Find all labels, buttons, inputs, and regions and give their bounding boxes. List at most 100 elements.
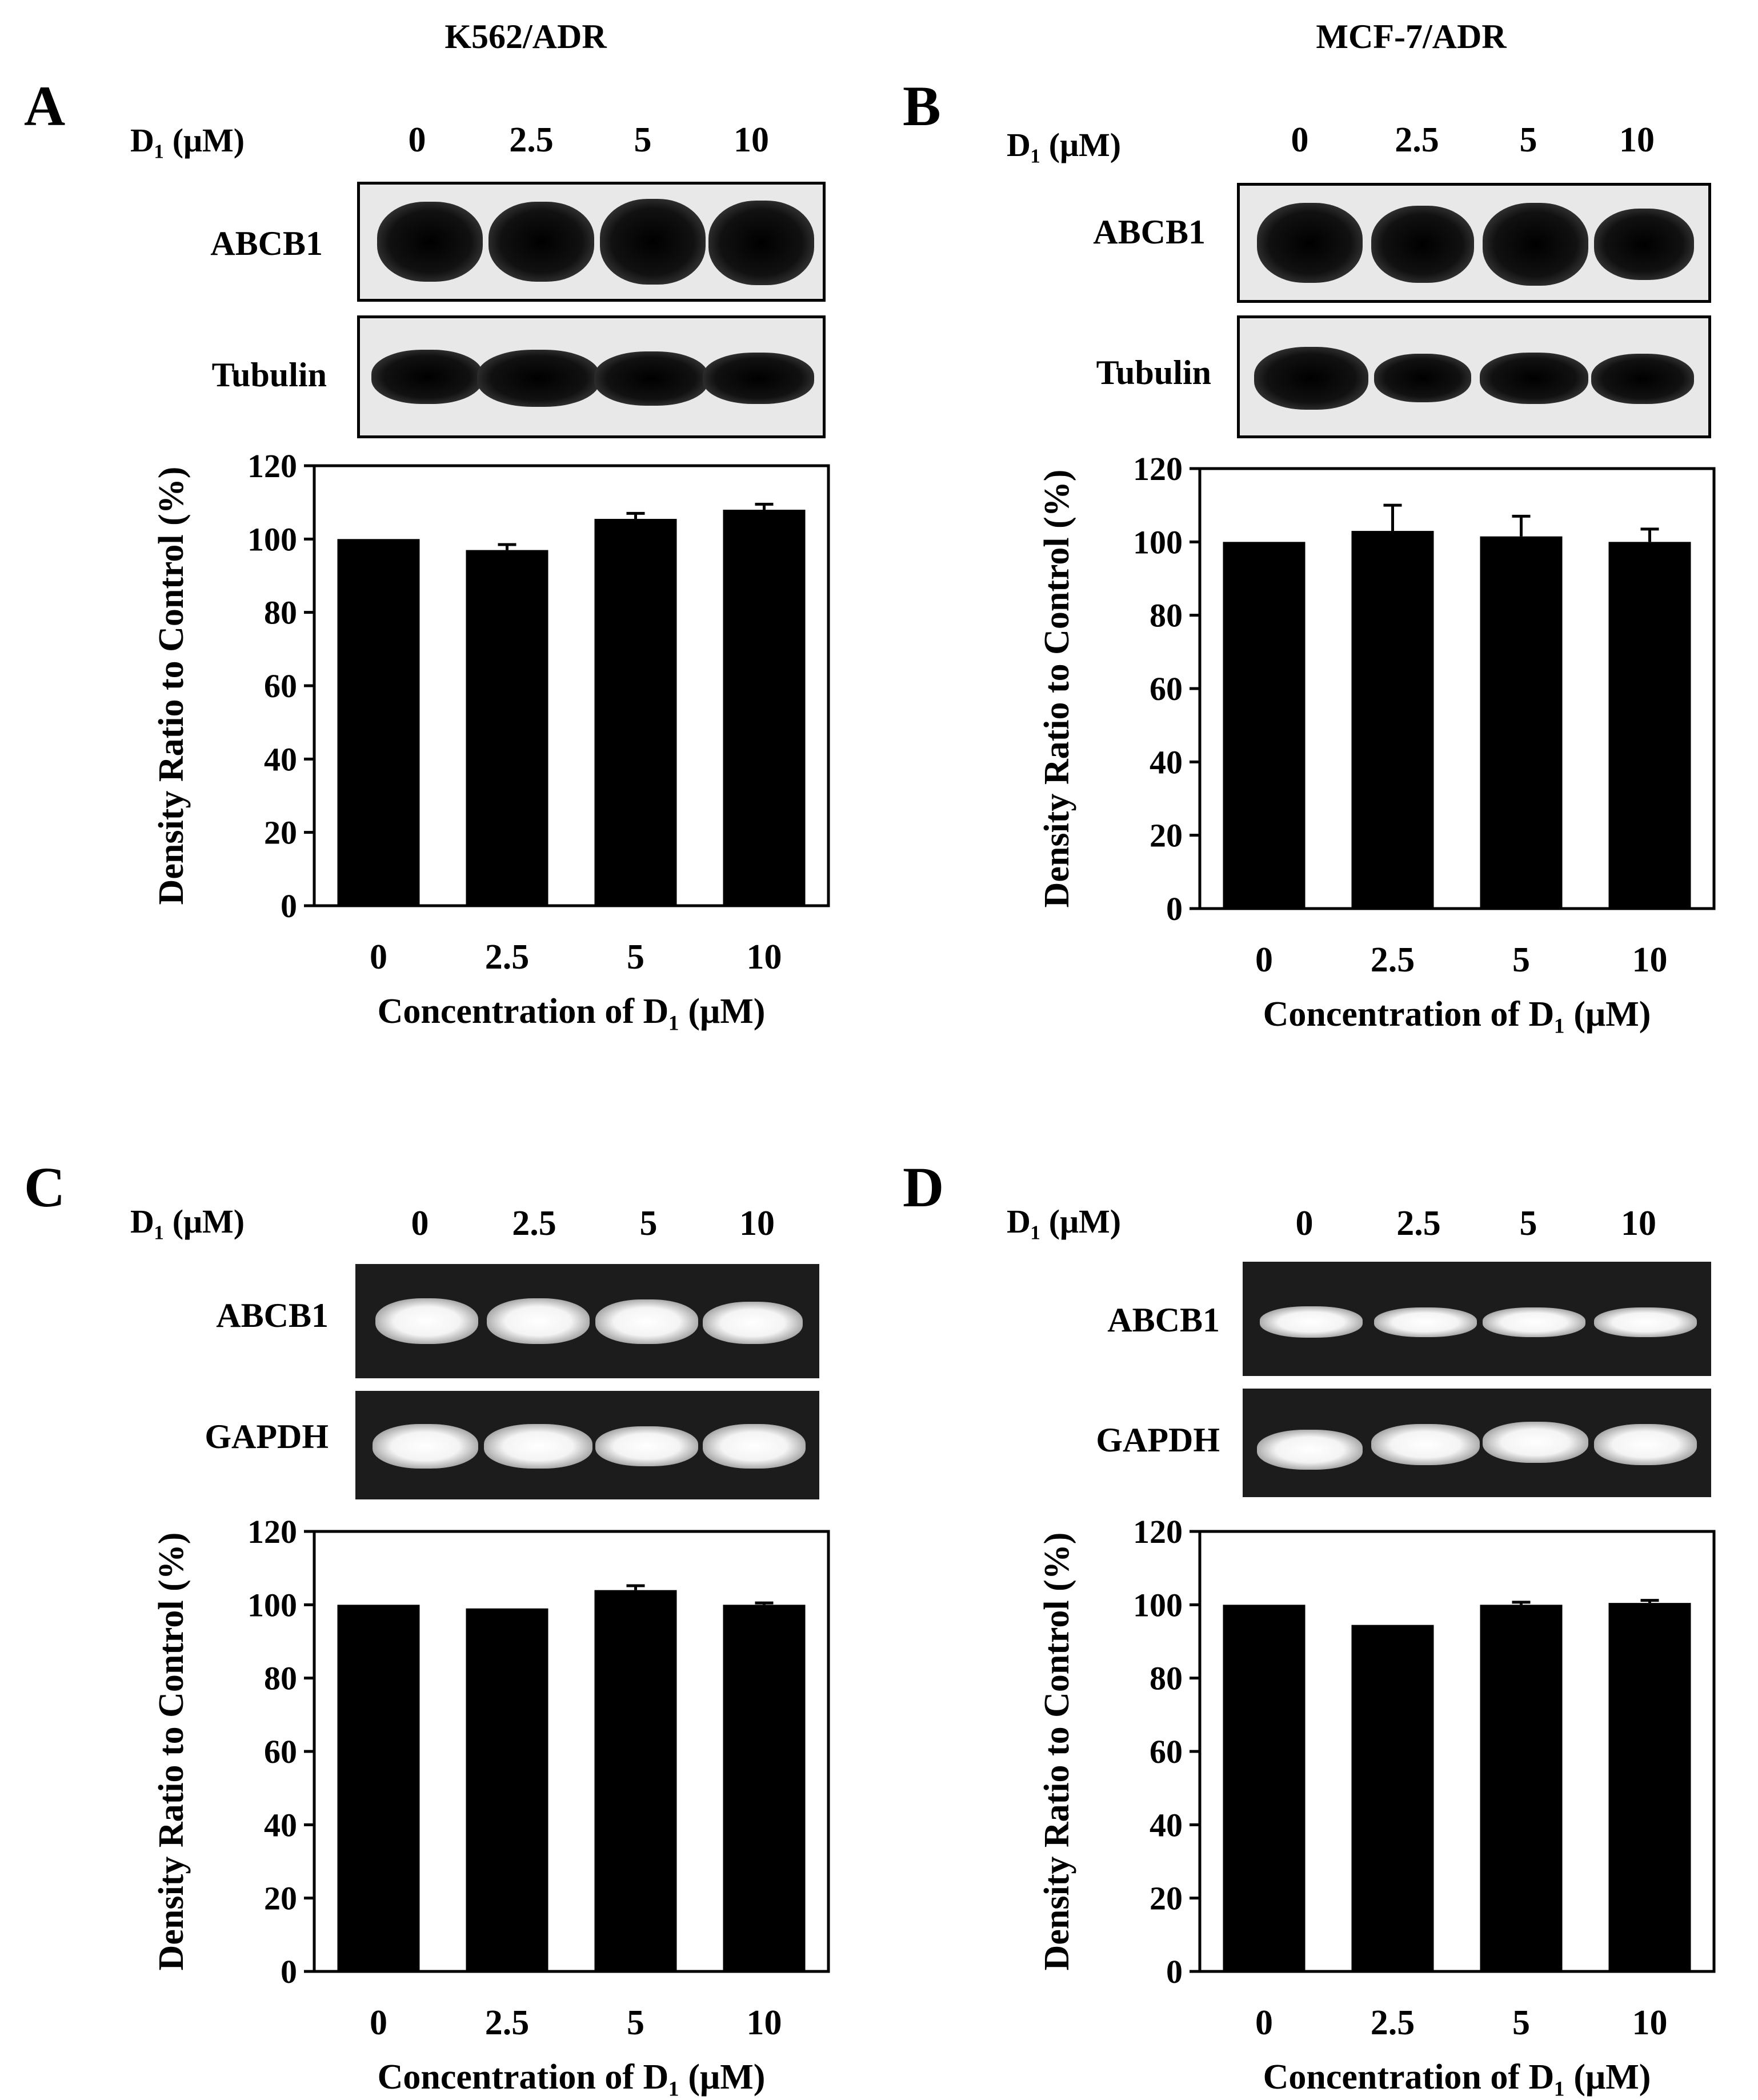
- y-tick-label: 60: [264, 1733, 297, 1770]
- western-blot-control-b: [1237, 315, 1711, 438]
- bar: [594, 519, 677, 906]
- y-tick-label: 0: [1166, 1953, 1183, 1990]
- lane-label-d-0: 0: [1295, 1204, 1314, 1243]
- lane-label-a-3: 10: [734, 121, 769, 159]
- y-tick-label: 40: [264, 741, 297, 778]
- y-tick-label: 40: [1150, 743, 1183, 781]
- lane-label-d-2: 5: [1519, 1204, 1537, 1243]
- y-tick-label: 60: [1150, 1733, 1183, 1770]
- dose-label-d: D₁ (μM): [1007, 1203, 1122, 1240]
- band: [1594, 1424, 1697, 1465]
- band: [1594, 209, 1694, 280]
- bar: [466, 550, 548, 906]
- bar: [1351, 531, 1434, 909]
- band: [595, 1299, 698, 1344]
- y-tick-label: 100: [247, 521, 297, 558]
- blot-label-target-b: ABCB1: [1093, 213, 1206, 251]
- dose-label-a: D₁ (μM): [130, 122, 245, 159]
- band: [703, 353, 814, 404]
- western-blot-target-a: [357, 182, 826, 302]
- pcr-gel-control-d: [1243, 1389, 1711, 1497]
- x-tick-label: 10: [1632, 2003, 1668, 2042]
- x-tick-label: 2.5: [1371, 941, 1415, 979]
- y-tick-label: 80: [1150, 1660, 1183, 1697]
- y-tick-label: 120: [247, 447, 297, 485]
- lane-label-a-0: 0: [408, 121, 426, 159]
- x-tick-label: 0: [370, 938, 387, 977]
- x-tick-label: 0: [370, 2003, 387, 2042]
- dose-label-b: D₁ (μM): [1007, 126, 1122, 163]
- band: [1257, 1430, 1363, 1470]
- x-tick-label: 5: [627, 2003, 644, 2042]
- bar: [723, 510, 806, 906]
- gel-label-target-d: ABCB1: [1107, 1301, 1220, 1339]
- y-axis-title: Density Ratio to Control (%): [152, 1533, 191, 1971]
- x-tick-label: 10: [747, 938, 782, 977]
- x-tick-label: 0: [1255, 941, 1273, 979]
- pcr-gel-target-c: [355, 1264, 819, 1378]
- band: [1260, 1306, 1363, 1338]
- gel-label-target-c: ABCB1: [216, 1297, 329, 1334]
- y-tick-label: 0: [281, 1953, 297, 1990]
- x-tick-label: 2.5: [1371, 2003, 1415, 2042]
- lane-label-d-3: 10: [1621, 1204, 1656, 1243]
- lane-label-a-2: 5: [634, 121, 652, 159]
- y-tick-label: 60: [1150, 670, 1183, 707]
- y-tick-label: 20: [264, 814, 297, 851]
- dose-label-c: D₁ (μM): [130, 1203, 245, 1240]
- band: [1594, 1307, 1697, 1337]
- western-blot-target-b: [1237, 183, 1711, 303]
- band: [1371, 1424, 1480, 1465]
- x-tick-label: 5: [627, 938, 644, 977]
- y-tick-label: 20: [1150, 1880, 1183, 1917]
- panel-letter-d: D: [903, 1155, 944, 1219]
- x-tick-label: 2.5: [485, 938, 530, 977]
- lane-label-c-2: 5: [639, 1204, 658, 1243]
- band: [484, 1424, 592, 1469]
- panel-letter-b: B: [903, 74, 941, 138]
- bar: [1608, 542, 1691, 909]
- x-axis-title: Concentration of D₁ (μM): [378, 2058, 766, 2097]
- band: [1374, 354, 1471, 402]
- y-axis-title: Density Ratio to Control (%): [152, 467, 191, 905]
- gel-label-control-d: GAPDH: [1096, 1421, 1220, 1459]
- band: [703, 1424, 806, 1469]
- x-axis-title: Concentration of D₁ (μM): [1263, 995, 1651, 1034]
- band: [1374, 1307, 1477, 1337]
- y-tick-label: 20: [1150, 817, 1183, 854]
- bar: [594, 1590, 677, 1971]
- band: [1371, 206, 1474, 283]
- pcr-gel-control-c: [355, 1391, 819, 1499]
- bar: [337, 539, 420, 906]
- band: [594, 351, 708, 406]
- band: [1591, 354, 1694, 404]
- band: [708, 201, 814, 285]
- western-blot-control-a: [357, 315, 826, 438]
- y-tick-label: 100: [1133, 523, 1183, 561]
- x-tick-label: 10: [747, 2003, 782, 2042]
- band: [600, 199, 706, 285]
- y-tick-label: 40: [264, 1806, 297, 1843]
- bar: [1351, 1625, 1434, 1971]
- x-axis-title: Concentration of D₁ (μM): [1263, 2058, 1651, 2097]
- band: [1483, 1307, 1585, 1337]
- band: [1257, 203, 1363, 283]
- y-tick-label: 80: [264, 1660, 297, 1697]
- band: [373, 1424, 478, 1469]
- y-tick-label: 120: [1133, 1513, 1183, 1550]
- gel-label-control-c: GAPDH: [205, 1418, 329, 1455]
- panel-letter-a: A: [24, 74, 66, 138]
- y-tick-label: 0: [1166, 890, 1183, 927]
- y-tick-label: 0: [281, 887, 297, 925]
- band: [477, 350, 600, 407]
- bar: [1223, 542, 1306, 909]
- column-title-mcf7: MCF-7/ADR: [1316, 18, 1507, 55]
- lane-label-b-0: 0: [1291, 121, 1309, 159]
- bar: [723, 1605, 806, 1971]
- y-tick-label: 80: [1150, 597, 1183, 634]
- x-tick-label: 5: [1512, 2003, 1530, 2042]
